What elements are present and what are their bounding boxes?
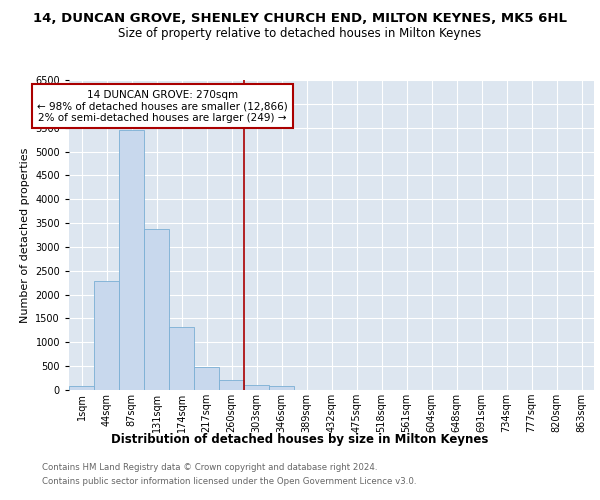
Bar [144, 229, 169, 390]
Bar [244, 385, 269, 390]
Bar [194, 367, 219, 390]
Bar [119, 130, 144, 390]
Text: Size of property relative to detached houses in Milton Keynes: Size of property relative to detached ho… [118, 28, 482, 40]
Bar [169, 327, 194, 390]
Text: Contains HM Land Registry data © Crown copyright and database right 2024.: Contains HM Land Registry data © Crown c… [42, 462, 377, 471]
Bar [219, 380, 244, 390]
Text: 14 DUNCAN GROVE: 270sqm
← 98% of detached houses are smaller (12,866)
2% of semi: 14 DUNCAN GROVE: 270sqm ← 98% of detache… [37, 90, 288, 122]
Bar [94, 282, 119, 390]
Bar [69, 386, 94, 390]
Text: Contains public sector information licensed under the Open Government Licence v3: Contains public sector information licen… [42, 478, 416, 486]
Text: 14, DUNCAN GROVE, SHENLEY CHURCH END, MILTON KEYNES, MK5 6HL: 14, DUNCAN GROVE, SHENLEY CHURCH END, MI… [33, 12, 567, 26]
Y-axis label: Number of detached properties: Number of detached properties [20, 148, 29, 322]
Bar [269, 386, 294, 390]
Text: Distribution of detached houses by size in Milton Keynes: Distribution of detached houses by size … [112, 432, 488, 446]
